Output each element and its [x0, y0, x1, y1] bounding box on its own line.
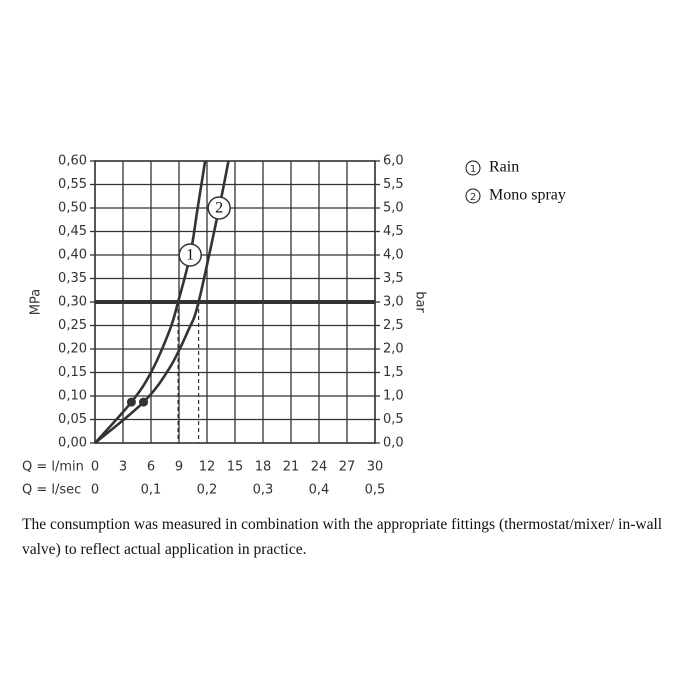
y2-tick-label: 5,5	[383, 177, 404, 192]
y2-tick-label: 0,0	[383, 436, 404, 451]
y-tick-label: 0,20	[58, 342, 87, 357]
x2-tick-label: 0,4	[309, 483, 330, 498]
y2-tick-label: 0,5	[383, 412, 404, 427]
x-tick-label: 12	[199, 460, 216, 475]
x2-tick-label: 0,3	[253, 483, 274, 498]
y-tick-label: 0,55	[58, 177, 87, 192]
x2-tick-label: 0,5	[365, 483, 386, 498]
y-tick-label: 0,00	[58, 436, 87, 451]
point	[139, 397, 149, 407]
legend-symbol-label: 1	[470, 164, 476, 175]
plot-border	[94, 160, 376, 444]
y-tick-label: 0,15	[58, 365, 87, 380]
x2-tick-label: 0,1	[141, 483, 162, 498]
curve-label-circle	[178, 243, 202, 267]
x-tick-label: 21	[283, 460, 300, 475]
y2-tick-label: 2,5	[383, 318, 404, 333]
x-tick-label: 0	[91, 460, 99, 475]
y2-axis-label: bar	[413, 291, 428, 313]
y-tick-label: 0,45	[58, 224, 87, 239]
x2-axis-label: Q = l/sec	[22, 483, 81, 498]
y2-tick-label: 2,0	[383, 342, 404, 357]
point	[126, 397, 136, 407]
y-tick-label: 0,10	[58, 389, 87, 404]
y-tick-label: 0,35	[58, 271, 87, 286]
y2-tick-label: 1,0	[383, 389, 404, 404]
y2-tick-label: 1,5	[383, 365, 404, 380]
y2-tick-label: 4,0	[383, 248, 404, 263]
curve-label-circle	[207, 196, 231, 220]
x-axis-label: Q = l/min	[22, 460, 84, 475]
x-tick-label: 15	[227, 460, 244, 475]
x-tick-label: 30	[367, 460, 384, 475]
y-tick-label: 0,40	[58, 248, 87, 263]
x2-tick-label: 0,2	[197, 483, 218, 498]
y2-tick-label: 3,5	[383, 271, 404, 286]
footnote: The consumption was measured in combinat…	[22, 516, 663, 558]
curve-label: 1	[186, 247, 194, 264]
legend-symbol	[465, 188, 481, 204]
x-tick-label: 24	[311, 460, 328, 475]
y-tick-label: 0,25	[58, 318, 87, 333]
legend-label: Mono spray	[489, 187, 566, 204]
y-tick-label: 0,60	[58, 154, 87, 169]
x-tick-label: 6	[147, 460, 155, 475]
y-tick-label: 0,05	[58, 412, 87, 427]
x-tick-label: 9	[175, 460, 183, 475]
legend-symbol	[465, 160, 481, 176]
curve-label: 2	[215, 200, 223, 217]
x-tick-label: 27	[339, 460, 356, 475]
x-tick-label: 18	[255, 460, 272, 475]
y2-tick-label: 3,0	[383, 295, 404, 310]
x2-tick-label: 0	[91, 483, 99, 498]
legend-label: Rain	[489, 159, 519, 176]
y-tick-label: 0,50	[58, 201, 87, 216]
y2-tick-label: 4,5	[383, 224, 404, 239]
legend-symbol-label: 2	[470, 192, 476, 203]
y2-tick-label: 5,0	[383, 201, 404, 216]
y2-tick-label: 6,0	[383, 154, 404, 169]
y-tick-label: 0,30	[58, 295, 87, 310]
x-tick-label: 3	[119, 460, 127, 475]
y-axis-label: MPa	[29, 289, 44, 315]
